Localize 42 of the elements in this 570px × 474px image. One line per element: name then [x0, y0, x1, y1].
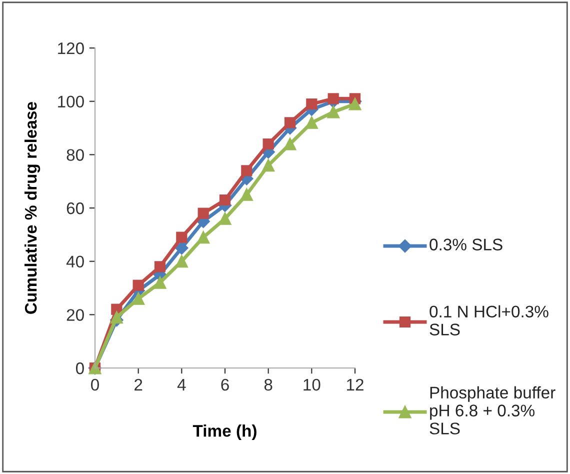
y-tick-label: 100 [58, 96, 84, 108]
x-tick-label: 4 [177, 379, 186, 390]
y-tick-label: 40 [66, 256, 84, 268]
y-tick-label: 20 [66, 309, 84, 321]
y-tick-label: 0 [76, 362, 84, 374]
point [110, 311, 123, 324]
point [262, 138, 274, 150]
y-axis-title: Cumulative % drug release [24, 102, 40, 314]
y-tick-label: 60 [66, 202, 84, 214]
point [175, 241, 188, 255]
point [348, 98, 362, 110]
x-tick-label: 10 [304, 378, 320, 391]
y-tick-label: 120 [58, 42, 84, 54]
x-tick-label: 8 [264, 378, 272, 391]
point [241, 165, 252, 176]
point [175, 255, 188, 268]
x-tick-label: 12 [347, 378, 364, 390]
point [240, 188, 253, 201]
point [197, 231, 210, 244]
point [327, 106, 340, 118]
y-tick-label: 80 [66, 149, 84, 161]
point [328, 93, 339, 104]
legend-label: 0.1 N HCl+0.3% SLS [430, 305, 548, 336]
legend-label: Phosphate buffer pH 6.8 + 0.3% SLS [430, 386, 556, 434]
point [284, 138, 296, 150]
x-tick-label: 6 [221, 378, 229, 391]
point [132, 280, 144, 291]
point [132, 292, 145, 305]
x-tick-label: 0 [91, 378, 99, 391]
point [262, 159, 275, 172]
point [176, 232, 188, 243]
x-axis-title: Time (h) [192, 424, 256, 440]
point [305, 116, 318, 129]
x-tick-label: 2 [134, 378, 142, 390]
point [218, 212, 232, 225]
point [284, 117, 296, 128]
point [198, 208, 209, 219]
point [154, 261, 166, 272]
point [154, 276, 166, 289]
point [219, 194, 231, 206]
legend-label: 0.3% SLS [430, 238, 502, 250]
point [306, 98, 318, 110]
